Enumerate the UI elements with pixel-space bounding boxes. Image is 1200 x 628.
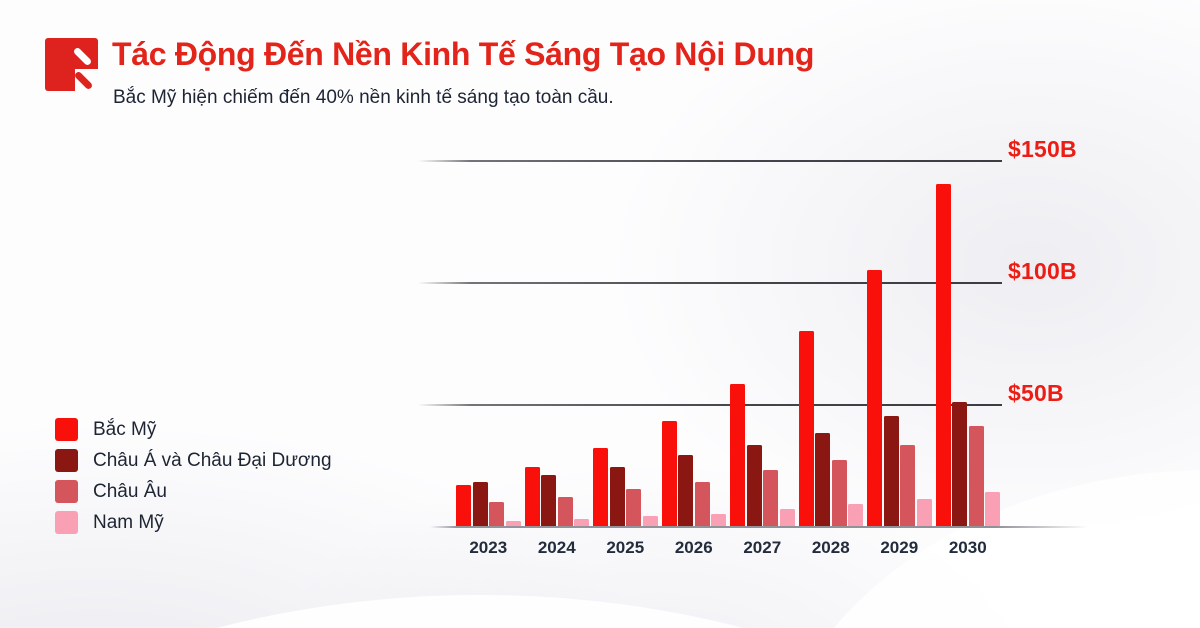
legend-swatch-icon (55, 480, 78, 503)
bar-2029-châu-á-và-châu-đại-dương (883, 416, 899, 526)
bar-group-2028: 2028 (798, 330, 863, 557)
x-tick-label-2025: 2025 (606, 538, 645, 557)
bar-2028-nam-mỹ (848, 504, 863, 526)
bar-group-2027: 2027 (730, 384, 795, 557)
bar-chart: $50B $100B $150B 2023 2024 2025 2026 2027 2028 2… (418, 136, 1088, 557)
bar-group-2029: 2029 (867, 269, 932, 557)
bar-2029-bắc-mỹ (867, 269, 882, 526)
bar-2024-bắc-mỹ (524, 467, 540, 526)
gridline-100b (418, 282, 1002, 284)
bar-2023-châu-âu (489, 501, 504, 526)
y-tick-label-50b: $50B (1008, 380, 1064, 406)
legend-item-châu-á-và-châu-đại-dương: Châu Á và Châu Đại Dương (55, 449, 332, 472)
bar-2024-châu-á-và-châu-đại-dương (541, 474, 556, 526)
bar-2023-châu-á-và-châu-đại-dương (472, 482, 488, 526)
page-subtitle: Bắc Mỹ hiện chiếm đến 40% nền kinh tế sá… (113, 87, 614, 108)
gridline-150b (418, 160, 1002, 162)
legend-swatch-icon (55, 449, 78, 472)
x-tick-label-2030: 2030 (948, 538, 987, 557)
bar-2027-nam-mỹ (779, 508, 795, 526)
bar-2025-bắc-mỹ (593, 447, 608, 526)
legend-swatch-icon (55, 418, 78, 441)
bar-2026-bắc-mỹ (661, 421, 677, 526)
bar-2025-châu-á-và-châu-đại-dương (609, 467, 625, 526)
bar-2026-châu-á-và-châu-đại-dương (678, 455, 693, 526)
legend-label: Châu Âu (93, 480, 167, 502)
legend-label: Nam Mỹ (93, 511, 164, 533)
bar-2025-nam-mỹ (642, 516, 658, 526)
x-axis-baseline (430, 526, 1088, 528)
bar-2030-nam-mỹ (985, 491, 1000, 526)
page-title: Tác Động Đến Nền Kinh Tế Sáng Tạo Nội Du… (112, 36, 815, 72)
chart-legend: Bắc Mỹ Châu Á và Châu Đại Dương Châu Âu Nam… (55, 418, 332, 534)
bar-2029-nam-mỹ (916, 499, 932, 526)
bar-group-2026: 2026 (661, 421, 726, 557)
bar-2024-nam-mỹ (574, 518, 589, 526)
bar-2027-châu-á-và-châu-đại-dương (746, 445, 762, 526)
bar-group-2023: 2023 (456, 482, 521, 557)
legend-item-nam-mỹ: Nam Mỹ (55, 511, 332, 534)
x-tick-label-2028: 2028 (811, 538, 850, 557)
bar-group-2030: 2030 (935, 184, 1000, 557)
bar-groups: 2023 2024 2025 2026 2027 2028 2029 2030 (456, 184, 1000, 557)
x-tick-label-2029: 2029 (880, 538, 919, 557)
x-tick-label-2026: 2026 (674, 538, 713, 557)
bar-2029-châu-âu (900, 445, 915, 526)
gridline-50b (418, 404, 1002, 406)
bar-2027-châu-âu (763, 469, 778, 526)
brand-logo-icon (45, 38, 99, 92)
bar-group-2025: 2025 (593, 447, 658, 557)
x-tick-label-2027: 2027 (743, 538, 782, 557)
bar-2028-bắc-mỹ (798, 330, 814, 526)
bar-2027-bắc-mỹ (730, 384, 745, 526)
bar-2023-nam-mỹ (505, 521, 521, 526)
bar-2028-châu-á-và-châu-đại-dương (815, 433, 830, 526)
bar-2025-châu-âu (626, 489, 641, 526)
legend-label: Châu Á và Châu Đại Dương (93, 449, 332, 471)
bar-2030-châu-âu (968, 425, 984, 526)
legend-swatch-icon (55, 511, 78, 534)
legend-item-bắc-mỹ: Bắc Mỹ (55, 418, 332, 441)
bar-2023-bắc-mỹ (456, 484, 471, 526)
legend-item-châu-âu: Châu Âu (55, 480, 332, 503)
bar-group-2024: 2024 (524, 467, 589, 557)
bar-2026-châu-âu (694, 482, 710, 526)
y-tick-label-150b: $150B (1008, 136, 1077, 162)
bar-2028-châu-âu (831, 460, 847, 526)
y-tick-label-100b: $100B (1008, 258, 1077, 284)
x-tick-label-2024: 2024 (537, 538, 576, 557)
bar-2026-nam-mỹ (711, 513, 726, 526)
legend-label: Bắc Mỹ (93, 418, 157, 440)
bar-2030-châu-á-và-châu-đại-dương (952, 401, 967, 526)
bar-2024-châu-âu (557, 496, 573, 526)
x-tick-label-2023: 2023 (469, 538, 508, 557)
bar-2030-bắc-mỹ (935, 184, 951, 526)
